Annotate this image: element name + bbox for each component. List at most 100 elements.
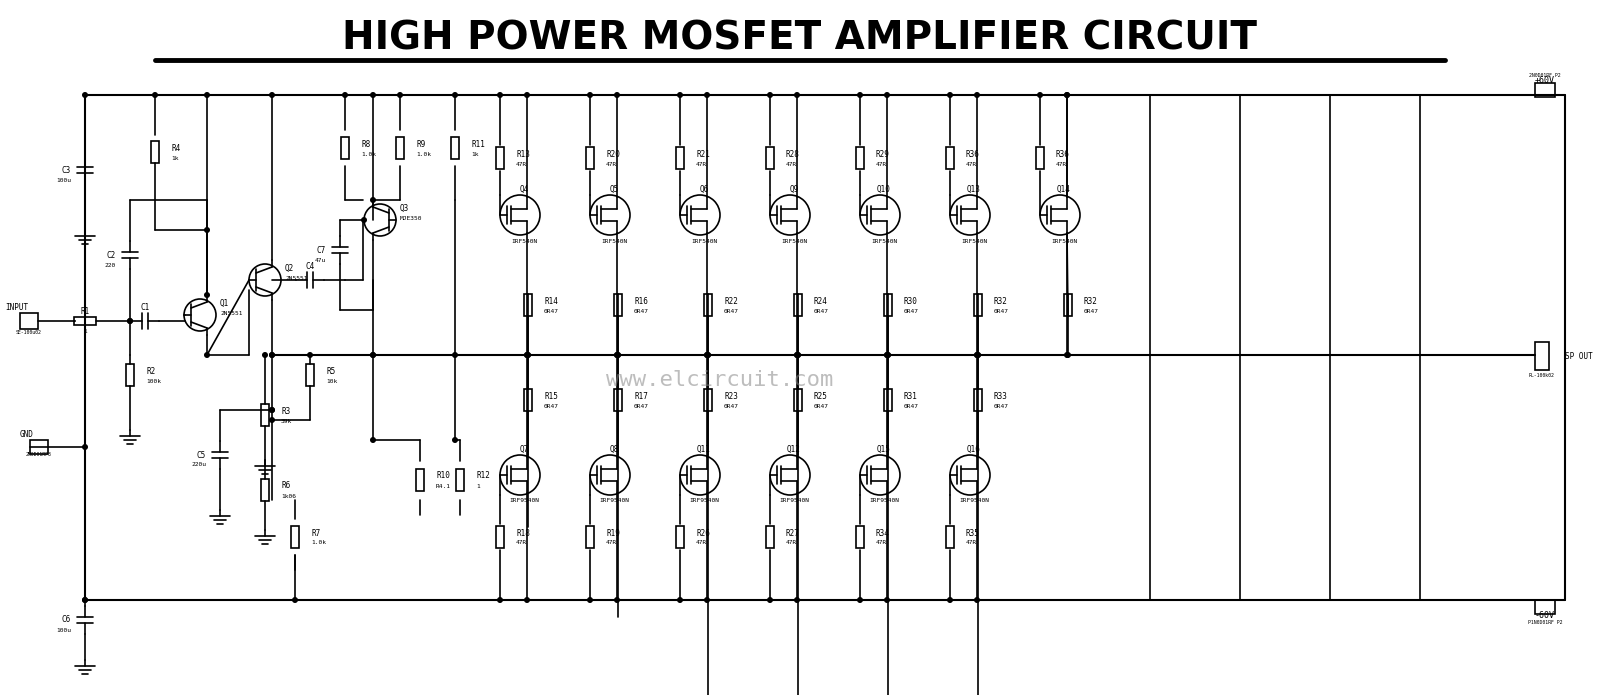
Bar bbox=[525, 294, 533, 316]
Circle shape bbox=[794, 92, 800, 98]
Text: C3: C3 bbox=[62, 165, 70, 174]
Circle shape bbox=[498, 92, 502, 98]
Text: 47u: 47u bbox=[315, 258, 326, 263]
Text: 100k: 100k bbox=[146, 379, 162, 384]
Text: R23: R23 bbox=[725, 391, 738, 400]
Text: 0R47: 0R47 bbox=[994, 309, 1010, 313]
Bar bbox=[1037, 147, 1043, 169]
Text: R5: R5 bbox=[326, 366, 336, 375]
Text: 1.0k: 1.0k bbox=[362, 152, 376, 156]
Text: 220: 220 bbox=[104, 263, 117, 268]
Bar bbox=[586, 526, 594, 548]
Circle shape bbox=[1064, 352, 1070, 358]
Bar bbox=[1534, 600, 1555, 614]
Circle shape bbox=[82, 92, 88, 98]
Bar bbox=[946, 526, 954, 548]
Text: IRF9540N: IRF9540N bbox=[690, 498, 718, 503]
Text: SP OUT: SP OUT bbox=[1565, 352, 1592, 361]
Text: 47R: 47R bbox=[517, 541, 528, 546]
Circle shape bbox=[365, 204, 397, 236]
Circle shape bbox=[706, 352, 710, 358]
Text: C4: C4 bbox=[306, 261, 315, 270]
Circle shape bbox=[883, 92, 890, 98]
Text: Q8: Q8 bbox=[610, 445, 619, 454]
Text: R26: R26 bbox=[696, 528, 710, 537]
Text: R22: R22 bbox=[725, 297, 738, 306]
Circle shape bbox=[307, 352, 314, 358]
Text: 1k: 1k bbox=[470, 152, 478, 156]
Text: Q6: Q6 bbox=[699, 184, 709, 193]
Bar bbox=[946, 147, 954, 169]
Bar bbox=[451, 137, 459, 159]
Bar bbox=[974, 389, 982, 411]
Text: R33: R33 bbox=[994, 391, 1008, 400]
Text: HIGH POWER MOSFET AMPLIFIER CIRCUIT: HIGH POWER MOSFET AMPLIFIER CIRCUIT bbox=[342, 19, 1258, 57]
Text: Q5: Q5 bbox=[610, 184, 619, 193]
Text: 1.0k: 1.0k bbox=[416, 152, 430, 156]
Text: Q3: Q3 bbox=[400, 204, 410, 213]
Text: R11: R11 bbox=[470, 140, 485, 149]
Text: 0R47: 0R47 bbox=[544, 309, 558, 313]
Circle shape bbox=[770, 455, 810, 495]
Circle shape bbox=[680, 455, 720, 495]
Bar bbox=[397, 137, 405, 159]
Circle shape bbox=[590, 455, 630, 495]
Circle shape bbox=[861, 195, 899, 235]
Circle shape bbox=[614, 352, 621, 358]
Circle shape bbox=[370, 197, 376, 203]
Text: 0R47: 0R47 bbox=[634, 404, 650, 409]
Text: R3: R3 bbox=[282, 407, 290, 416]
Text: 47R: 47R bbox=[786, 541, 797, 546]
Bar bbox=[766, 526, 774, 548]
Circle shape bbox=[342, 92, 349, 98]
Circle shape bbox=[397, 92, 403, 98]
Circle shape bbox=[1066, 352, 1070, 358]
Circle shape bbox=[950, 455, 990, 495]
Text: R4: R4 bbox=[171, 143, 181, 152]
Text: +60V: +60V bbox=[1534, 76, 1555, 85]
Bar bbox=[456, 469, 464, 491]
Bar bbox=[306, 364, 314, 386]
Text: 2N0D01RF P2: 2N0D01RF P2 bbox=[1530, 72, 1562, 78]
Circle shape bbox=[370, 92, 376, 98]
Text: RL-100k02: RL-100k02 bbox=[1530, 373, 1555, 377]
Text: 47R: 47R bbox=[606, 541, 618, 546]
Text: IRF9540N: IRF9540N bbox=[779, 498, 810, 503]
Circle shape bbox=[525, 352, 531, 358]
Circle shape bbox=[184, 299, 216, 331]
Text: R16: R16 bbox=[634, 297, 648, 306]
Text: R10: R10 bbox=[435, 471, 450, 480]
Text: C1: C1 bbox=[141, 302, 150, 311]
Circle shape bbox=[974, 352, 979, 358]
Text: C2: C2 bbox=[107, 250, 117, 259]
Text: IRF540N: IRF540N bbox=[870, 238, 898, 243]
Text: R32: R32 bbox=[1085, 297, 1098, 306]
Circle shape bbox=[766, 92, 773, 98]
Circle shape bbox=[885, 352, 891, 358]
Text: IRF540N: IRF540N bbox=[510, 238, 538, 243]
Text: 47R: 47R bbox=[966, 161, 978, 167]
Text: 0R47: 0R47 bbox=[814, 309, 829, 313]
Text: 47R: 47R bbox=[606, 161, 618, 167]
Text: R9: R9 bbox=[416, 140, 426, 149]
Text: R14: R14 bbox=[544, 297, 558, 306]
Circle shape bbox=[795, 352, 802, 358]
Bar bbox=[614, 294, 622, 316]
Circle shape bbox=[126, 318, 133, 324]
Text: Q4: Q4 bbox=[520, 184, 528, 193]
Circle shape bbox=[974, 92, 979, 98]
Bar bbox=[261, 479, 269, 501]
Circle shape bbox=[82, 597, 88, 603]
Circle shape bbox=[950, 195, 990, 235]
Text: R28: R28 bbox=[786, 149, 800, 158]
Text: R21: R21 bbox=[696, 149, 710, 158]
Text: 0R47: 0R47 bbox=[544, 404, 558, 409]
Bar bbox=[150, 141, 158, 163]
Circle shape bbox=[704, 597, 710, 603]
Text: C7: C7 bbox=[317, 245, 326, 254]
Circle shape bbox=[498, 597, 502, 603]
Circle shape bbox=[525, 352, 531, 358]
Circle shape bbox=[794, 352, 800, 358]
Bar bbox=[74, 317, 96, 325]
Text: IRF9540N: IRF9540N bbox=[509, 498, 539, 503]
